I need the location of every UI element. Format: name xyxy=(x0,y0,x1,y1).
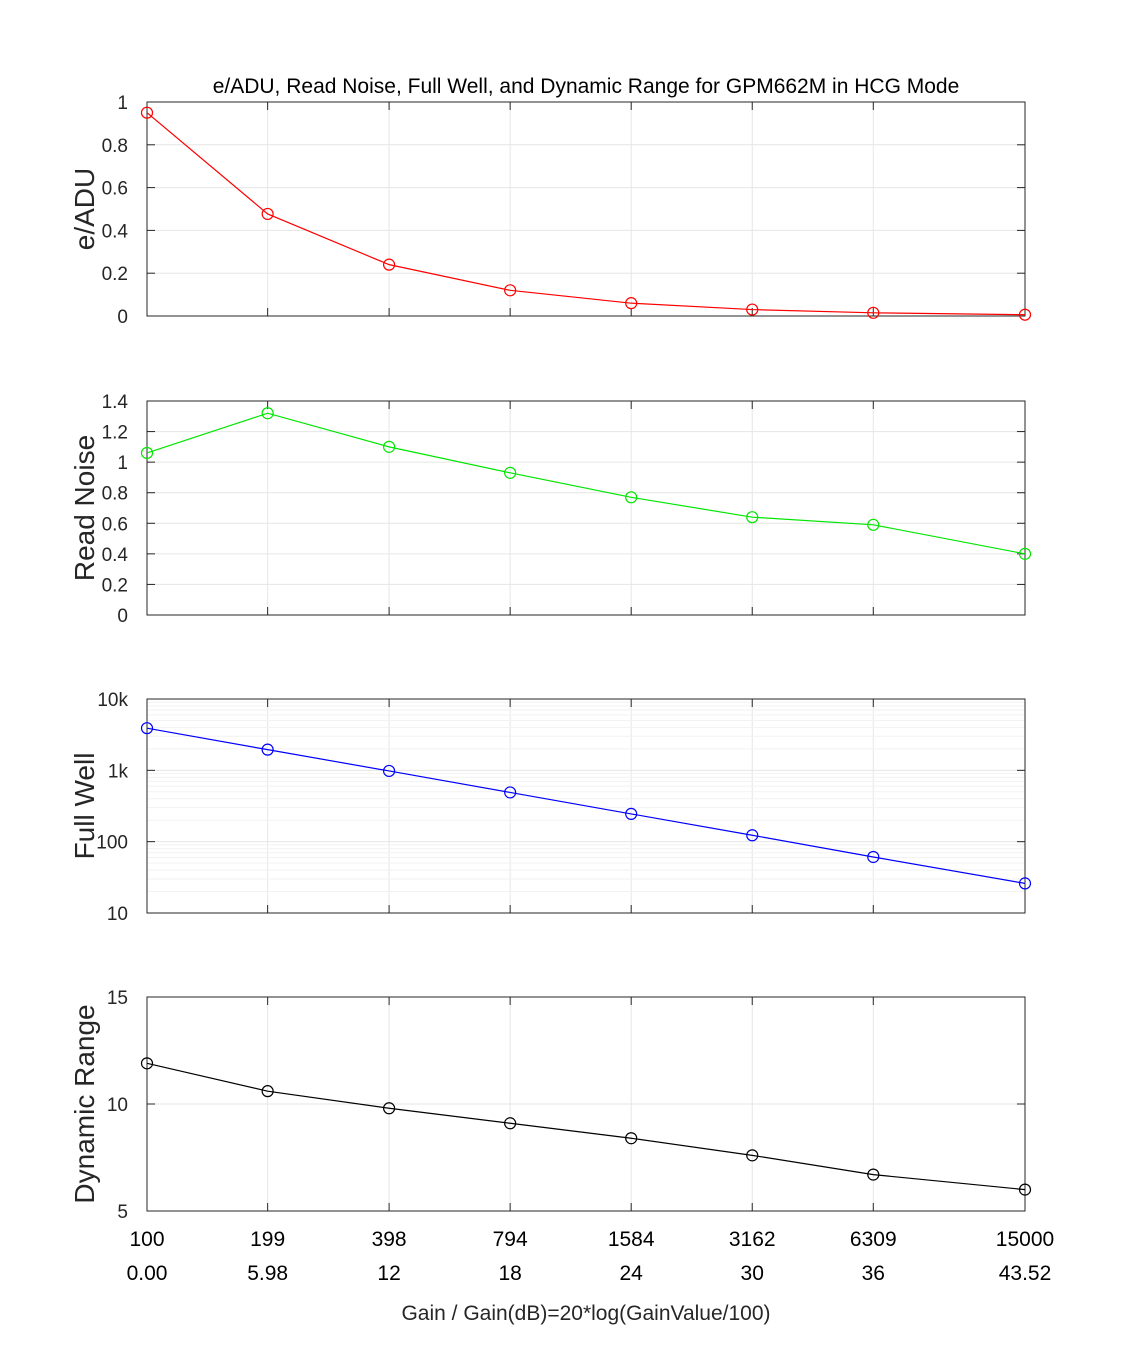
chart-title: e/ADU, Read Noise, Full Well, and Dynami… xyxy=(213,75,960,98)
data-point-read-noise xyxy=(1018,547,1032,560)
data-point-read-noise xyxy=(867,518,880,531)
x-tick-label-gain: 3162 xyxy=(729,1228,776,1251)
data-point-e-adu xyxy=(1018,308,1032,321)
data-point-dynamic-range xyxy=(867,1168,880,1181)
x-tick-label-gain: 100 xyxy=(129,1228,164,1251)
x-tick-label-gain: 794 xyxy=(493,1228,528,1251)
data-point-read-noise xyxy=(140,446,154,460)
data-point-e-adu xyxy=(867,306,880,319)
data-point-full-well xyxy=(867,850,880,864)
x-tick-label-db: 43.52 xyxy=(999,1262,1052,1285)
data-point-e-adu xyxy=(625,297,638,310)
panel-read-noise-background xyxy=(147,401,1025,615)
panel-read-noise-y-tick-label: 1.4 xyxy=(102,392,129,413)
panel-e-adu-y-tick-label: 0.6 xyxy=(102,179,128,200)
panel-e-adu-background xyxy=(147,102,1025,316)
panel-read-noise-axes-box xyxy=(146,400,1026,616)
panel-dynamic-range-y-tick-label: 15 xyxy=(107,988,128,1009)
data-point-full-well xyxy=(625,807,638,821)
panel-full-well-y-tick-label: 10 xyxy=(107,904,128,925)
data-point-read-noise xyxy=(746,511,759,524)
data-point-dynamic-range xyxy=(140,1057,154,1070)
data-point-dynamic-range xyxy=(625,1132,638,1145)
data-point-full-well xyxy=(261,743,274,756)
panel-full-well-y-tick-label: 10k xyxy=(97,690,128,711)
data-point-dynamic-range xyxy=(746,1149,759,1162)
panel-dynamic-range-y-tick-label: 10 xyxy=(107,1095,128,1116)
series-line-read-noise xyxy=(146,412,1026,555)
chart-panels: 0 0.2 0.4 0.6 0.8 1 e/ADU 0 0.2 0.4 0.6 0.8 1 1.2 1.4 R… xyxy=(69,93,1032,1223)
panel-e-adu-y-axis-label: e/ADU xyxy=(69,168,100,250)
panel-e-adu-y-tick-label: 0.4 xyxy=(102,221,129,242)
data-point-dynamic-range xyxy=(504,1117,517,1130)
panel-read-noise-y-tick-label: 0.4 xyxy=(102,545,129,566)
data-point-e-adu xyxy=(382,258,396,271)
data-point-e-adu xyxy=(261,207,274,221)
x-tick-label-db: 0.00 xyxy=(127,1262,168,1285)
panel-read-noise-y-tick-label: 0 xyxy=(117,606,128,627)
data-point-read-noise xyxy=(625,491,638,504)
data-point-dynamic-range xyxy=(382,1102,396,1115)
panel-read-noise-y-tick-label: 1.2 xyxy=(102,423,128,444)
x-tick-label-gain: 6309 xyxy=(850,1228,897,1251)
data-point-read-noise xyxy=(382,440,396,453)
x-tick-label-gain: 398 xyxy=(372,1228,407,1251)
x-tick-label-db: 12 xyxy=(377,1262,400,1285)
data-point-dynamic-range xyxy=(1018,1183,1032,1196)
panel-e-adu-axes-box xyxy=(146,101,1026,317)
panel-read-noise-y-axis-label: Read Noise xyxy=(69,435,100,581)
panel-dynamic-range: 5 10 15 Dynamic Range xyxy=(69,988,1032,1223)
panel-e-adu-y-tick-label: 1 xyxy=(117,93,128,114)
panel-e-adu: 0 0.2 0.4 0.6 0.8 1 e/ADU xyxy=(69,93,1032,328)
panel-dynamic-range-y-tick-label: 5 xyxy=(117,1202,128,1223)
x-tick-label-gain: 15000 xyxy=(996,1228,1054,1251)
x-tick-label-db: 5.98 xyxy=(247,1262,288,1285)
x-tick-label-db: 36 xyxy=(862,1262,885,1285)
panel-read-noise-y-tick-label: 0.8 xyxy=(102,484,128,505)
data-point-full-well xyxy=(746,829,759,842)
x-tick-labels: 100 199 398 794 1584 3162 6309 15000 0.00 5.98 12 1… xyxy=(127,1228,1055,1285)
x-tick-label-db: 30 xyxy=(741,1262,764,1285)
panel-full-well-axes-box xyxy=(146,698,1026,914)
panel-read-noise-y-tick-label: 0.2 xyxy=(102,575,128,596)
data-point-full-well xyxy=(140,722,154,735)
data-point-full-well xyxy=(504,786,517,799)
data-point-read-noise xyxy=(504,466,517,479)
panel-full-well-y-tick-label: 100 xyxy=(96,833,128,854)
panel-full-well: 10 100 1k 10k Full Well xyxy=(69,690,1032,925)
data-point-read-noise xyxy=(261,407,274,420)
series-line-full-well xyxy=(146,727,1026,884)
x-axis-label: Gain / Gain(dB)=20*log(GainValue/100) xyxy=(401,1302,770,1325)
panel-full-well-y-tick-label: 1k xyxy=(108,761,129,782)
data-point-e-adu xyxy=(504,284,517,297)
panel-read-noise-y-tick-label: 0.6 xyxy=(102,514,128,535)
x-tick-label-gain: 199 xyxy=(250,1228,285,1251)
panel-e-adu-y-tick-label: 0.8 xyxy=(102,136,128,157)
panel-e-adu-y-tick-label: 0 xyxy=(117,307,128,328)
panel-read-noise-y-tick-label: 1 xyxy=(117,453,128,474)
data-point-dynamic-range xyxy=(261,1085,274,1098)
panel-read-noise: 0 0.2 0.4 0.6 0.8 1 1.2 1.4 Read Noise xyxy=(69,392,1032,627)
series-line-dynamic-range xyxy=(146,1062,1026,1191)
x-tick-label-gain: 1584 xyxy=(608,1228,655,1251)
data-point-e-adu xyxy=(140,106,154,119)
data-point-e-adu xyxy=(746,303,759,316)
x-tick-label-db: 24 xyxy=(620,1262,644,1285)
panel-full-well-y-axis-label: Full Well xyxy=(69,753,100,860)
x-tick-label-db: 18 xyxy=(498,1262,521,1285)
panel-e-adu-y-tick-label: 0.2 xyxy=(102,264,128,285)
data-point-full-well xyxy=(382,764,396,778)
series-line-e-adu xyxy=(146,112,1026,316)
data-point-full-well xyxy=(1018,877,1032,890)
panel-dynamic-range-y-axis-label: Dynamic Range xyxy=(69,1004,100,1203)
